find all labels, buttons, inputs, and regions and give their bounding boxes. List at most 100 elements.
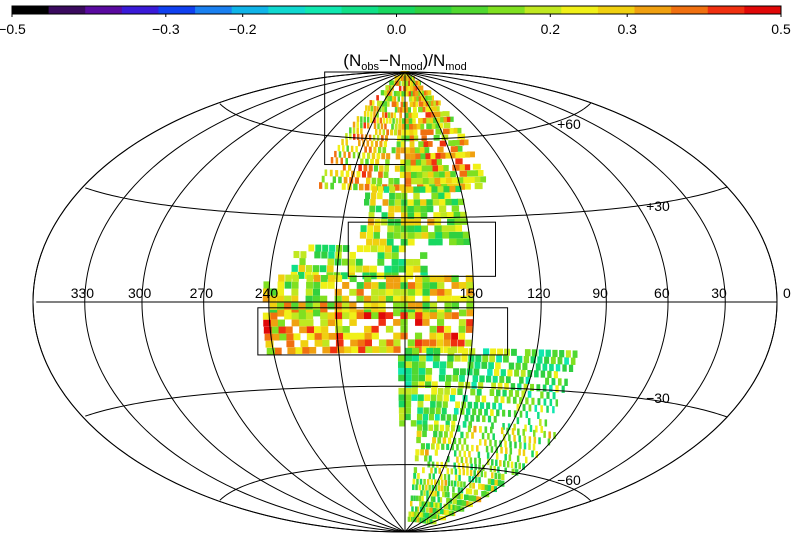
heatmap-cell: [437, 388, 444, 395]
heatmap-cell: [461, 348, 469, 355]
heatmap-cell: [432, 437, 437, 444]
longitude-label: 90: [592, 285, 608, 301]
heatmap-cell: [520, 369, 526, 377]
heatmap-cell: [401, 186, 408, 193]
heatmap-cell: [498, 402, 503, 410]
heatmap-cell: [384, 252, 392, 259]
heatmap-cell: [394, 199, 402, 206]
heatmap-cell: [514, 441, 517, 449]
heatmap-cell: [382, 199, 389, 206]
heatmap-cell: [453, 480, 457, 487]
heatmap-cell: [549, 398, 553, 407]
heatmap-cell: [426, 496, 429, 502]
heatmap-cell: [329, 244, 336, 252]
heatmap-cell: [412, 478, 416, 485]
heatmap-cell: [518, 462, 521, 470]
heatmap-cell: [377, 245, 385, 253]
heatmap-cell: [420, 512, 423, 518]
heatmap-cell: [422, 467, 425, 474]
heatmap-cell: [460, 431, 464, 439]
heatmap-cell: [473, 401, 479, 409]
heatmap-cell: [356, 127, 359, 134]
heatmap-cell: [360, 225, 367, 232]
heatmap-cell: [466, 368, 473, 376]
heatmap-cell: [401, 199, 408, 206]
heatmap-cell: [370, 117, 373, 123]
heatmap-cell: [305, 295, 313, 303]
heatmap-cell: [415, 484, 418, 491]
heatmap-cell: [411, 387, 418, 395]
heatmap-cell: [377, 186, 384, 193]
heatmap-cell: [277, 288, 285, 296]
heatmap-cell: [424, 186, 432, 193]
heatmap-cell: [397, 354, 405, 362]
heatmap-cell: [414, 225, 422, 233]
heatmap-cell: [490, 348, 497, 356]
heatmap-cell: [427, 129, 434, 135]
heatmap-cell: [389, 80, 394, 86]
heatmap-cell: [501, 473, 505, 481]
heatmap-cell: [525, 376, 531, 384]
heatmap-cell: [420, 106, 426, 113]
chart-title: (Nobs−Nmod)/Nmod: [343, 51, 466, 73]
heatmap-cell: [422, 413, 429, 421]
heatmap-cell: [497, 466, 500, 473]
heatmap-cell: [429, 153, 436, 160]
heatmap-cell: [405, 101, 408, 108]
heatmap-cell: [517, 383, 522, 391]
heatmap-cell: [411, 101, 416, 108]
heatmap-cell: [458, 474, 461, 481]
heatmap-cell: [363, 116, 366, 123]
heatmap-cell: [421, 165, 428, 172]
heatmap-cell: [546, 391, 550, 399]
heatmap-cell: [431, 443, 435, 450]
heatmap-cell: [301, 347, 310, 354]
colorbar-segment: [561, 6, 599, 14]
colorbar-segment: [231, 6, 269, 14]
heatmap-cell: [340, 272, 348, 280]
heatmap-cell: [395, 153, 401, 160]
heatmap-cell: [484, 439, 487, 446]
heatmap-cell: [387, 112, 391, 119]
heatmap-cell: [397, 129, 402, 136]
heatmap-cell: [422, 312, 430, 320]
heatmap-cell: [530, 356, 536, 364]
heatmap-cell: [535, 425, 538, 433]
heatmap-cell: [511, 348, 517, 356]
heatmap-cell: [456, 139, 465, 146]
heatmap-cell: [481, 432, 485, 440]
heatmap-cell: [418, 147, 425, 154]
heatmap-cell: [468, 451, 471, 458]
heatmap-cell: [418, 101, 424, 107]
heatmap-cell: [540, 391, 544, 399]
heatmap-cell: [415, 282, 423, 289]
heatmap-cell: [393, 282, 401, 289]
colorbar-tick-label: 0.5: [771, 21, 791, 37]
heatmap-cell: [427, 177, 435, 185]
heatmap-cell: [373, 225, 381, 233]
heatmap-cell: [366, 116, 370, 123]
heatmap-cell: [270, 319, 278, 327]
heatmap-cell: [413, 192, 420, 200]
heatmap-cell: [547, 370, 552, 378]
heatmap-cell: [399, 413, 405, 421]
heatmap-cell: [357, 339, 365, 347]
heatmap-cell: [538, 437, 541, 445]
heatmap-cell: [395, 90, 399, 97]
heatmap-cell: [305, 319, 314, 327]
colorbar-segment: [597, 6, 636, 14]
heatmap-cell: [444, 302, 452, 310]
heatmap-cell: [487, 433, 490, 440]
heatmap-cell: [277, 326, 286, 334]
heatmap-cell: [416, 171, 423, 178]
heatmap-cell: [519, 397, 523, 405]
heatmap-cell: [313, 281, 321, 289]
heatmap-cell: [425, 112, 431, 118]
heatmap-cell: [417, 400, 424, 408]
heatmap-cell: [441, 407, 447, 415]
heatmap-cell: [361, 171, 366, 178]
heatmap-cell: [504, 467, 507, 474]
heatmap-cell: [506, 396, 511, 404]
heatmap-cell: [447, 474, 451, 481]
heatmap-cell: [402, 107, 406, 113]
